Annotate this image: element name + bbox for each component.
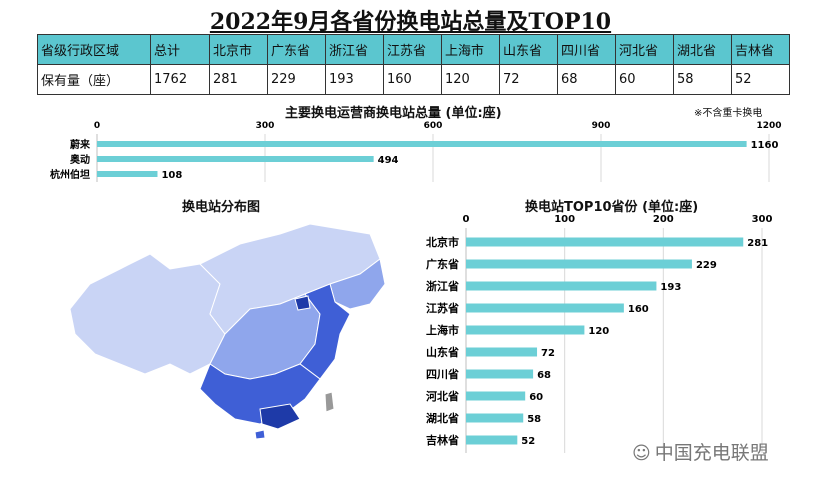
data-label: 1160 — [751, 140, 779, 151]
x-tick-label: 600 — [424, 121, 443, 131]
table-cell: 保有量（座） — [37, 64, 151, 95]
table-header-cell: 省级行政区域 — [37, 34, 151, 65]
category-label: 河北省 — [426, 389, 459, 403]
map-title: 换电站分布图 — [182, 200, 261, 215]
table-cell: 160 — [383, 64, 442, 95]
bar — [466, 303, 624, 313]
page-title: 2022年9月各省份换电站总量及TOP10 — [209, 9, 612, 35]
bar — [466, 391, 526, 401]
data-label: 281 — [747, 238, 768, 249]
map-region-northeast — [329, 258, 386, 310]
map-region-guangdong — [259, 403, 301, 430]
category-label: 湖北省 — [426, 411, 459, 425]
x-tick-label: 300 — [752, 214, 773, 225]
data-label: 72 — [541, 348, 555, 359]
map-region-beijing — [294, 295, 311, 311]
table-header-cell: 四川省 — [557, 34, 616, 65]
wechat-icon: ☺ — [632, 443, 651, 464]
bar — [466, 435, 518, 445]
x-tick-label: 200 — [653, 214, 674, 225]
bar — [466, 325, 585, 335]
table-cell: 1762 — [150, 64, 210, 95]
x-tick-label: 0 — [94, 121, 100, 131]
category-label: 浙江省 — [426, 279, 459, 293]
category-label: 山东省 — [426, 345, 459, 359]
table-header-cell: 浙江省 — [325, 34, 384, 65]
operators-bar-chart: 0 300 600 900 1200 蔚来 1160 奥动 494 杭州伯坦 108 — [50, 121, 782, 182]
data-label: 60 — [529, 392, 543, 403]
table-cell: 58 — [673, 64, 732, 95]
category-label: 北京市 — [426, 235, 459, 249]
table-cell: 60 — [615, 64, 674, 95]
bar — [466, 281, 657, 291]
table-cell: 193 — [325, 64, 384, 95]
category-label: 杭州伯坦 — [50, 168, 90, 181]
distribution-map — [69, 223, 386, 440]
map-region-taiwan — [324, 391, 335, 413]
map-region-hainan — [254, 429, 266, 440]
bar — [97, 141, 747, 147]
bar — [466, 347, 538, 357]
table-header-cell: 上海市 — [441, 34, 500, 65]
x-tick-label: 0 — [463, 214, 470, 225]
table-header-cell: 江苏省 — [383, 34, 442, 65]
table-header-cell: 湖北省 — [673, 34, 732, 65]
data-label: 160 — [628, 304, 649, 315]
table-cell: 120 — [441, 64, 500, 95]
operators-note: ※不含重卡换电 — [694, 108, 763, 119]
data-label: 58 — [527, 414, 541, 425]
category-label: 吉林省 — [426, 433, 459, 447]
top10-chart-title: 换电站TOP10省份 (单位:座) — [525, 200, 699, 215]
bar — [466, 259, 692, 269]
category-label: 江苏省 — [426, 301, 459, 315]
bar — [97, 156, 374, 162]
watermark: ☺ 中国充电联盟 — [632, 438, 769, 465]
table-cell: 68 — [557, 64, 616, 95]
category-label: 蔚来 — [70, 138, 91, 151]
category-label: 上海市 — [426, 323, 459, 337]
table-header-cell: 河北省 — [615, 34, 674, 65]
table-header-cell: 吉林省 — [731, 34, 790, 65]
x-tick-label: 100 — [554, 214, 575, 225]
category-label: 奥动 — [70, 153, 90, 166]
operators-chart-title: 主要换电运营商换电站总量 (单位:座) — [285, 106, 502, 121]
bar — [466, 237, 744, 247]
table-cell: 229 — [267, 64, 326, 95]
data-label: 68 — [537, 370, 551, 381]
data-label: 229 — [696, 260, 717, 271]
data-label: 52 — [521, 436, 535, 447]
map-region-east — [299, 283, 351, 380]
data-label: 193 — [660, 282, 681, 293]
x-tick-label: 900 — [592, 121, 611, 131]
bar — [466, 413, 524, 423]
table-cell: 72 — [499, 64, 558, 95]
data-label: 120 — [588, 326, 609, 337]
table-header-cell: 总计 — [150, 34, 210, 65]
summary-table: 省级行政区域 总计 北京市 广东省 浙江省 江苏省 上海市 山东省 四川省 河北… — [37, 34, 790, 95]
table-header-row: 省级行政区域 总计 北京市 广东省 浙江省 江苏省 上海市 山东省 四川省 河北… — [37, 34, 790, 65]
table-cell: 281 — [209, 64, 268, 95]
category-label: 四川省 — [426, 367, 459, 381]
x-tick-label: 300 — [256, 121, 275, 131]
table-value-row: 保有量（座） 1762 281 229 193 160 120 72 68 60… — [37, 64, 790, 95]
category-label: 广东省 — [426, 257, 459, 271]
bar — [97, 171, 158, 177]
x-tick-label: 1200 — [756, 121, 781, 131]
data-label: 494 — [378, 155, 399, 166]
table-header-cell: 山东省 — [499, 34, 558, 65]
top10-bar-chart: 0 100 200 300 北京市 281 广东省 229 浙江省 193 江苏省 160 上海市 120… — [426, 214, 773, 453]
table-header-cell: 北京市 — [209, 34, 268, 65]
table-header-cell: 广东省 — [267, 34, 326, 65]
watermark-text: 中国充电联盟 — [654, 442, 769, 464]
data-label: 108 — [161, 170, 182, 181]
table-cell: 52 — [731, 64, 790, 95]
bar — [466, 369, 534, 379]
